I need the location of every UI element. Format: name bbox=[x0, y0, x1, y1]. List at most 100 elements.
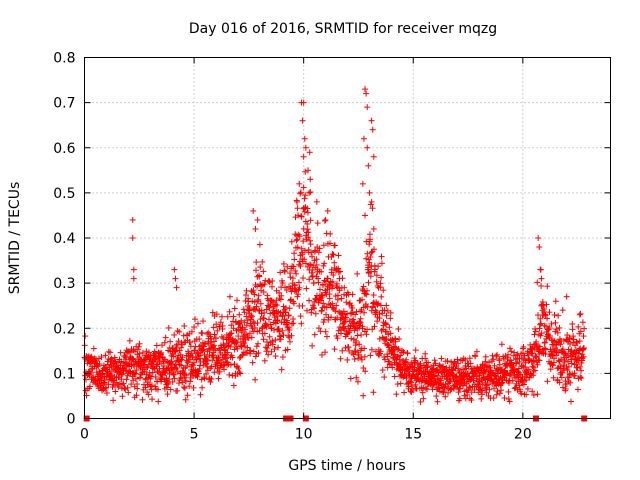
data-point bbox=[397, 380, 404, 387]
data-point bbox=[289, 320, 296, 327]
data-point bbox=[462, 356, 469, 363]
data-point bbox=[190, 362, 197, 369]
data-point bbox=[534, 279, 541, 286]
data-point bbox=[278, 366, 285, 373]
data-point bbox=[152, 352, 159, 359]
data-point-spike bbox=[535, 235, 542, 241]
data-point bbox=[312, 310, 319, 317]
data-point-spike bbox=[299, 117, 306, 124]
data-point bbox=[246, 304, 253, 311]
data-point bbox=[339, 275, 346, 282]
data-point bbox=[260, 268, 267, 275]
data-point bbox=[331, 242, 338, 249]
data-point bbox=[236, 369, 243, 376]
data-point bbox=[396, 363, 403, 370]
data-point bbox=[111, 354, 118, 361]
data-point bbox=[358, 356, 365, 363]
data-point-spike bbox=[537, 266, 544, 273]
data-point bbox=[357, 315, 364, 322]
data-point bbox=[309, 342, 316, 349]
data-point bbox=[361, 353, 368, 360]
data-point bbox=[277, 336, 284, 343]
data-point-spike bbox=[300, 153, 307, 160]
data-point bbox=[564, 352, 571, 359]
data-point bbox=[383, 336, 390, 343]
data-point bbox=[395, 345, 402, 352]
data-point bbox=[537, 321, 544, 328]
data-point bbox=[577, 374, 584, 381]
data-point bbox=[374, 301, 381, 308]
data-point bbox=[327, 240, 334, 247]
data-point bbox=[316, 245, 323, 252]
data-point bbox=[548, 351, 555, 358]
data-point bbox=[383, 321, 390, 328]
data-point bbox=[133, 392, 140, 399]
data-point bbox=[365, 256, 372, 263]
y-tick-label: 0.7 bbox=[53, 96, 75, 112]
data-point bbox=[536, 357, 543, 364]
data-point bbox=[538, 330, 545, 337]
data-point bbox=[309, 253, 316, 260]
data-point bbox=[454, 356, 461, 363]
data-point bbox=[524, 385, 531, 392]
data-point bbox=[337, 355, 344, 362]
data-point bbox=[290, 320, 297, 327]
data-point bbox=[149, 396, 156, 403]
data-point bbox=[284, 346, 291, 353]
data-point bbox=[346, 300, 353, 307]
data-point bbox=[310, 304, 317, 311]
data-point bbox=[359, 296, 366, 303]
data-point bbox=[167, 338, 174, 345]
data-point bbox=[306, 297, 313, 304]
data-point bbox=[119, 393, 126, 400]
data-point bbox=[318, 307, 325, 314]
data-point bbox=[169, 360, 176, 367]
data-point bbox=[482, 386, 489, 393]
data-point bbox=[242, 326, 249, 333]
data-point bbox=[251, 324, 258, 331]
data-point bbox=[424, 386, 431, 393]
data-point bbox=[235, 333, 242, 340]
data-point bbox=[277, 269, 284, 276]
data-point bbox=[287, 274, 294, 281]
data-point bbox=[151, 348, 158, 355]
data-point bbox=[328, 266, 335, 273]
data-point bbox=[293, 270, 300, 277]
data-point bbox=[446, 378, 453, 385]
data-point bbox=[389, 355, 396, 362]
data-point bbox=[537, 332, 544, 339]
data-point bbox=[269, 277, 276, 284]
data-point bbox=[368, 249, 375, 256]
data-point-spike bbox=[294, 198, 301, 205]
data-point-spike bbox=[576, 311, 583, 318]
data-point bbox=[537, 315, 544, 322]
data-point bbox=[543, 301, 550, 308]
data-point bbox=[155, 398, 162, 405]
data-point bbox=[464, 391, 471, 398]
data-point bbox=[580, 345, 587, 352]
data-point bbox=[187, 378, 194, 385]
data-point bbox=[229, 354, 236, 361]
data-point-spike bbox=[250, 207, 257, 214]
data-point bbox=[559, 346, 566, 353]
data-point bbox=[378, 274, 385, 281]
data-point bbox=[96, 360, 103, 367]
data-point bbox=[253, 267, 260, 274]
data-point bbox=[297, 189, 304, 196]
data-point bbox=[577, 310, 584, 317]
data-point bbox=[261, 330, 268, 337]
data-point bbox=[345, 344, 352, 351]
data-point bbox=[301, 247, 308, 254]
data-point bbox=[202, 341, 209, 348]
data-point bbox=[396, 356, 403, 363]
data-point bbox=[573, 338, 580, 345]
data-point bbox=[218, 333, 225, 340]
data-point bbox=[253, 259, 260, 266]
data-point bbox=[134, 385, 141, 392]
axis-ticks: 0 0.1 0.2 0.3 0.4 0.5 0.6 0.7 0.8 0 5 10 15 20 bbox=[53, 51, 611, 443]
data-point bbox=[302, 192, 309, 199]
data-point bbox=[269, 341, 276, 348]
data-point bbox=[236, 311, 243, 318]
data-point bbox=[553, 346, 560, 353]
data-point bbox=[313, 261, 320, 268]
